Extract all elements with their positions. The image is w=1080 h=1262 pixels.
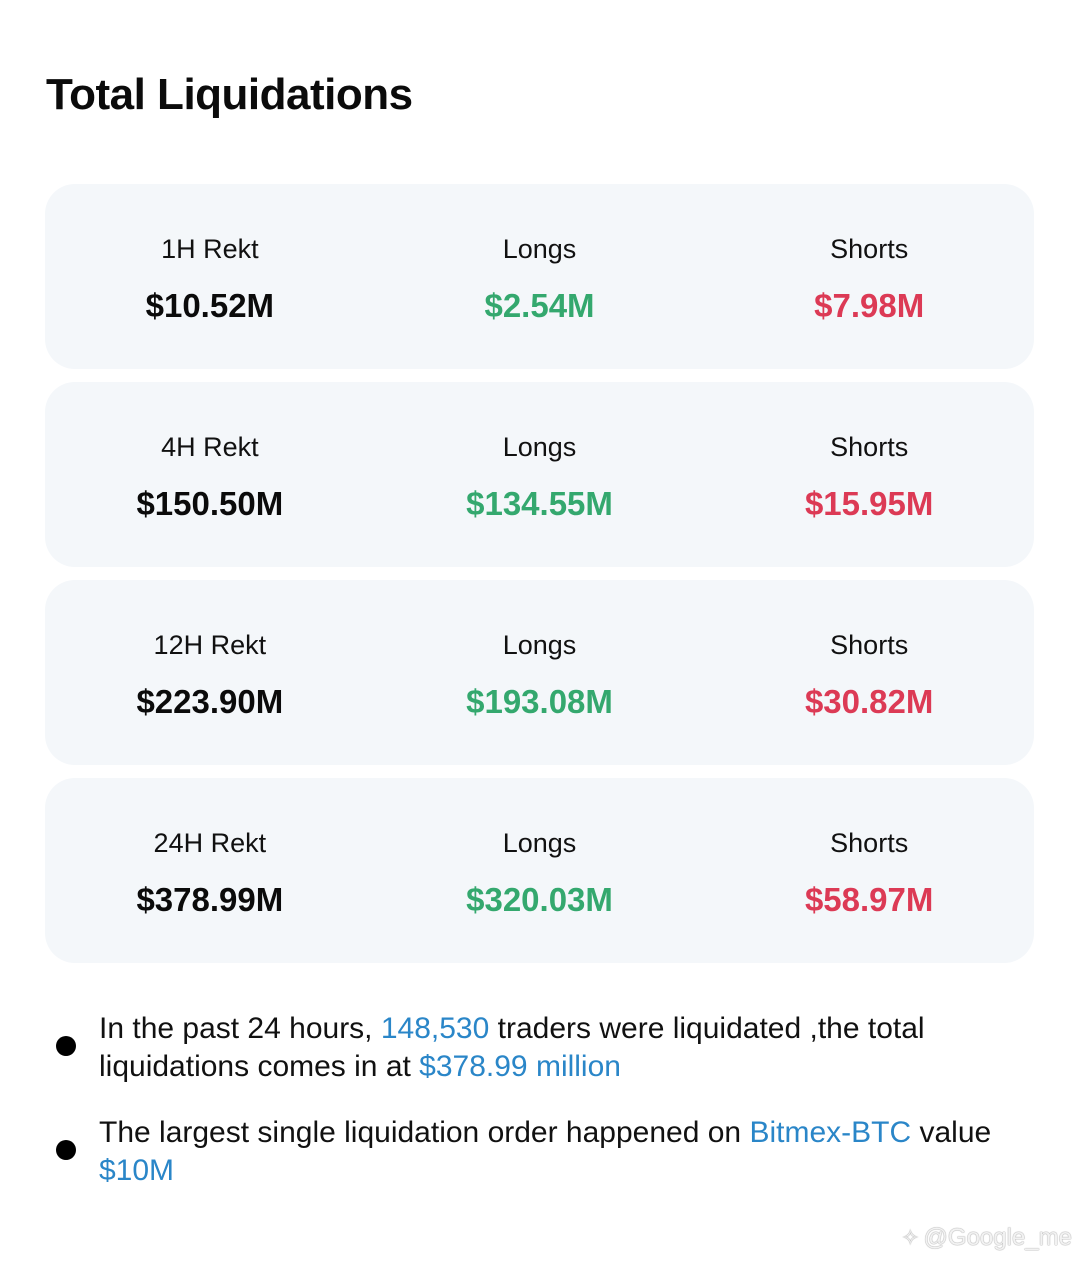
shorts-column: Shorts $58.97M xyxy=(704,778,1034,963)
shorts-value: $58.97M xyxy=(804,881,934,918)
total-value: $150.50M xyxy=(136,485,284,522)
liquidation-card-12h: 12H Rekt $223.90M Longs $193.08M Shorts … xyxy=(45,580,1034,765)
trader-count: 148,530 xyxy=(380,1012,490,1045)
total-column: 24H Rekt $378.99M xyxy=(45,778,375,963)
note-text: In the past 24 hours, xyxy=(99,1012,381,1045)
order-value: $10M xyxy=(99,1154,175,1187)
longs-column: Longs $320.03M xyxy=(375,778,705,963)
longs-column: Longs $134.55M xyxy=(375,382,705,567)
shorts-value: $7.98M xyxy=(814,287,925,324)
period-label: 4H Rekt xyxy=(161,432,259,462)
liquidation-card-24h: 24H Rekt $378.99M Longs $320.03M Shorts … xyxy=(45,778,1034,963)
bullet-icon xyxy=(56,1036,76,1056)
shorts-column: Shorts $30.82M xyxy=(704,580,1034,765)
longs-value: $320.03M xyxy=(466,881,613,918)
note-text: value xyxy=(911,1116,992,1149)
page-title: Total Liquidations xyxy=(46,70,413,119)
longs-label: Longs xyxy=(502,630,577,660)
watermark-text: @Google_me xyxy=(923,1224,1072,1251)
shorts-column: Shorts $15.95M xyxy=(704,382,1034,567)
total-column: 1H Rekt $10.52M xyxy=(45,184,375,369)
diamond-logo-icon: ✧ xyxy=(901,1225,920,1250)
total-value: $378.99M xyxy=(136,881,284,918)
shorts-value: $15.95M xyxy=(804,485,934,522)
shorts-label: Shorts xyxy=(830,828,909,858)
longs-column: Longs $193.08M xyxy=(375,580,705,765)
watermark: ✧ @Google_me xyxy=(901,1224,1072,1252)
longs-label: Longs xyxy=(502,234,577,264)
total-value: $223.90M xyxy=(136,683,284,720)
exchange-link[interactable]: Bitmex-BTC xyxy=(749,1116,912,1149)
summary-notes: In the past 24 hours, 148,530 traders we… xyxy=(52,1010,1012,1218)
liquidation-card-4h: 4H Rekt $150.50M Longs $134.55M Shorts $… xyxy=(45,382,1034,567)
shorts-column: Shorts $7.98M xyxy=(704,184,1034,369)
shorts-label: Shorts xyxy=(830,630,909,660)
note-text: traders were liquidated ,the total liqui… xyxy=(99,1012,925,1083)
shorts-label: Shorts xyxy=(830,432,909,462)
period-label: 24H Rekt xyxy=(153,828,267,858)
longs-label: Longs xyxy=(502,828,577,858)
longs-label: Longs xyxy=(502,432,577,462)
longs-value: $134.55M xyxy=(466,485,613,522)
period-label: 12H Rekt xyxy=(153,630,267,660)
total-amount: $378.99 million xyxy=(419,1050,621,1083)
bullet-icon xyxy=(56,1140,76,1160)
note-item-traders: In the past 24 hours, 148,530 traders we… xyxy=(52,1010,1012,1086)
period-label: 1H Rekt xyxy=(161,234,259,264)
shorts-label: Shorts xyxy=(830,234,909,264)
note-item-largest-order: The largest single liquidation order hap… xyxy=(52,1114,1012,1190)
total-value: $10.52M xyxy=(145,287,275,324)
liquidation-card-1h: 1H Rekt $10.52M Longs $2.54M Shorts $7.9… xyxy=(45,184,1034,369)
shorts-value: $30.82M xyxy=(804,683,934,720)
longs-column: Longs $2.54M xyxy=(375,184,705,369)
note-text: The largest single liquidation order hap… xyxy=(99,1116,750,1149)
total-column: 4H Rekt $150.50M xyxy=(45,382,375,567)
longs-value: $193.08M xyxy=(466,683,613,720)
longs-value: $2.54M xyxy=(484,287,595,324)
total-column: 12H Rekt $223.90M xyxy=(45,580,375,765)
